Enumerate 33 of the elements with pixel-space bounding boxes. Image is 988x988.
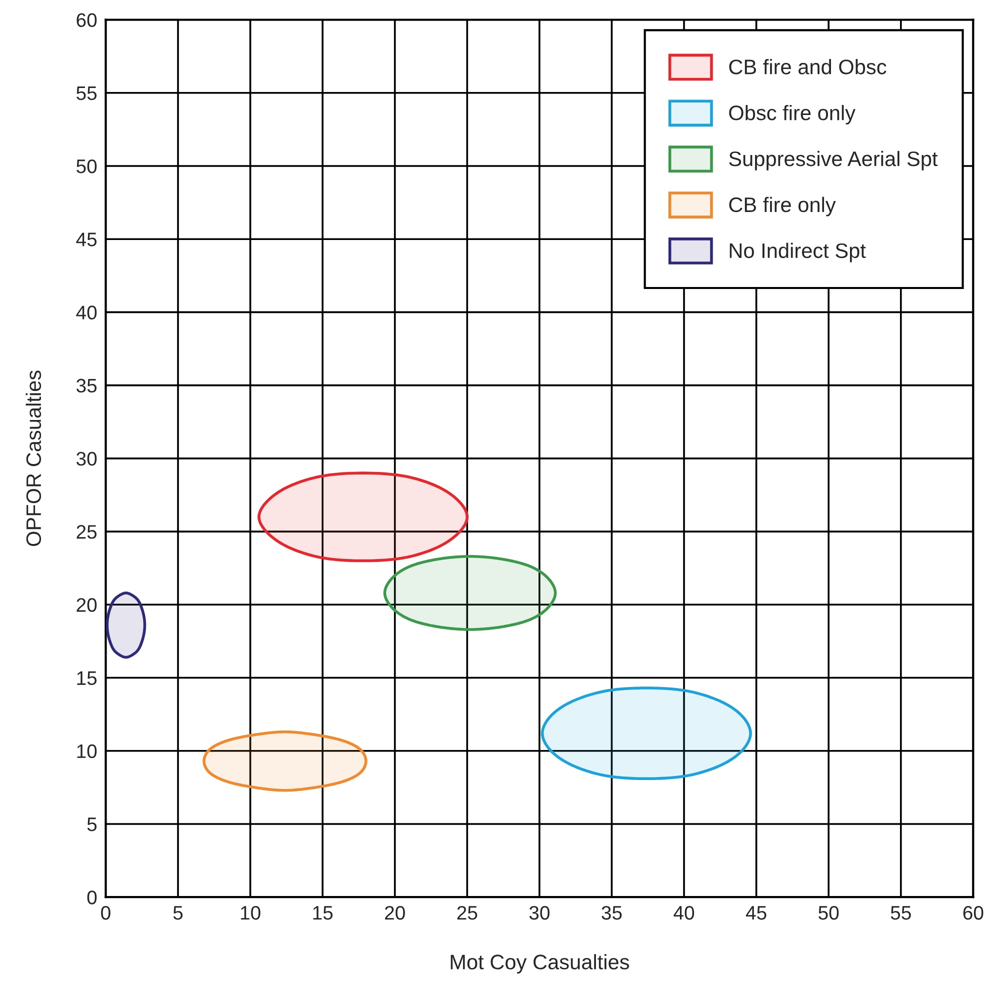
x-tick-label: 35 [602,906,622,920]
y-axis-title: OPFOR Casualties [26,370,42,546]
legend-label: No Indirect Spt [730,242,866,262]
x-tick-label: 60 [963,906,984,920]
y-tick-label: 15 [77,671,97,686]
x-tick-label: 20 [385,906,405,920]
y-tick-label: 20 [76,598,97,612]
y-tick-label: 45 [76,232,97,246]
y-tick-label: 40 [76,306,97,320]
y-tick-label: 50 [76,159,97,174]
x-tick-label: 45 [746,906,766,920]
x-tick-label: 50 [818,906,839,920]
y-tick-label: 30 [76,452,97,466]
x-axis-title: Mot Coy Casualties [450,954,630,974]
x-tick-label: 25 [457,906,478,920]
legend-label: CB fire and Obsc [729,59,886,74]
x-tick-label: 30 [529,906,550,920]
y-tick-label: 0 [87,890,97,904]
legend-label: Suppressive Aerial Spt [729,150,938,170]
y-tick-label: 35 [76,378,97,393]
legend-label: CB fire only [729,196,836,216]
y-tick-label: 5 [87,818,97,832]
x-tick-label: 40 [674,906,694,920]
x-tick-label: 10 [240,906,260,920]
y-tick-label: 10 [77,744,97,758]
y-tick-label: 25 [76,525,97,539]
y-tick-label: 55 [76,86,97,100]
x-tick-label: 0 [101,906,110,920]
x-tick-label: 15 [313,906,333,920]
legend-label: Obsc fire only [729,104,856,124]
x-tick-label: 5 [173,906,183,920]
x-tick-label: 55 [890,906,911,920]
y-tick-label: 60 [76,13,97,27]
